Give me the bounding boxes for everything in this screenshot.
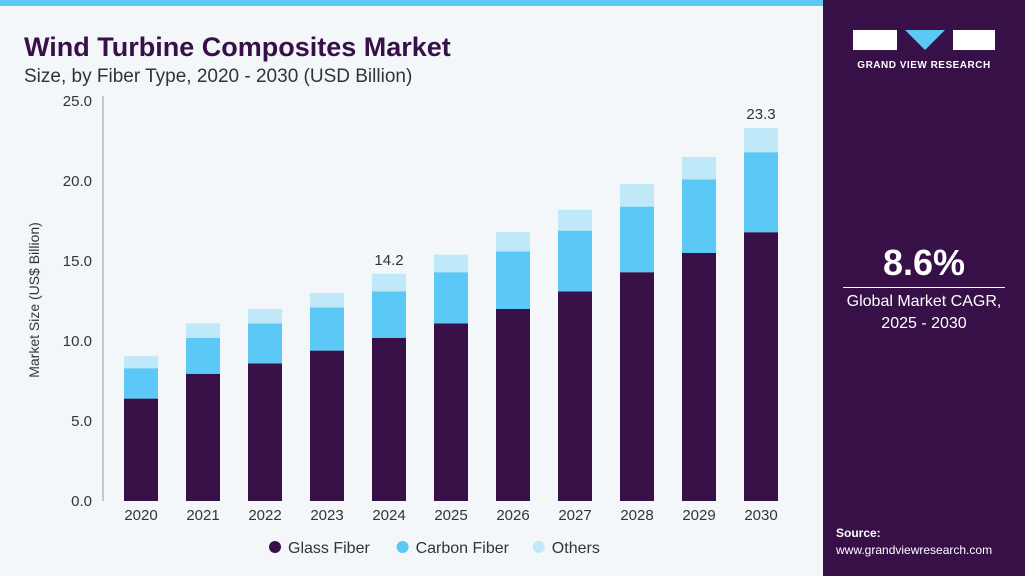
bar-glass-fiber-2029 [682,253,716,501]
brand-name: GRAND VIEW RESEARCH [857,60,991,71]
bar-carbon-fiber-2024 [372,291,406,338]
bar-carbon-fiber-2028 [620,206,654,273]
bar-carbon-fiber-2022 [248,323,282,364]
x-tick-label: 2023 [310,507,343,524]
x-tick-label: 2030 [744,507,777,524]
data-label: 14.2 [374,252,403,269]
bar-glass-fiber-2028 [620,272,654,501]
legend-marker [396,541,409,553]
bar-others-2026 [496,232,530,252]
x-tick-label: 2029 [682,507,715,524]
bar-glass-fiber-2027 [558,291,592,501]
bar-others-2023 [310,293,344,308]
y-tick-label: 15.0 [63,253,92,270]
legend-label: Others [552,540,600,557]
bar-glass-fiber-2030 [744,232,778,501]
bar-carbon-fiber-2021 [186,337,220,374]
bar-others-2027 [558,209,592,231]
bar-others-2028 [620,184,654,207]
x-tick-label: 2020 [124,507,157,524]
bar-others-2025 [434,254,468,273]
divider [843,287,1005,288]
bar-others-2029 [682,157,716,180]
bar-others-2022 [248,309,282,324]
bar-others-2024 [372,273,406,292]
y-tick-label: 5.0 [71,413,92,430]
bar-others-2021 [186,323,220,338]
cagr-period: 2025 - 2030 [881,315,967,332]
bar-carbon-fiber-2026 [496,251,530,309]
legend-label: Carbon Fiber [416,540,510,557]
cagr-value: 8.6% [882,242,966,283]
bar-others-2030 [744,128,778,153]
data-label: 23.3 [746,106,775,123]
y-tick-label: 0.0 [71,493,92,510]
bar-glass-fiber-2021 [186,373,220,501]
bar-glass-fiber-2025 [434,323,468,501]
bar-glass-fiber-2020 [124,398,158,501]
bar-carbon-fiber-2029 [682,179,716,253]
source-url[interactable]: www.grandviewresearch.com [836,543,993,557]
x-tick-label: 2021 [186,507,219,524]
x-tick-label: 2026 [496,507,529,524]
bar-carbon-fiber-2025 [434,272,468,324]
y-tick-label: 20.0 [63,173,92,190]
y-tick-label: 10.0 [63,333,92,350]
bar-glass-fiber-2022 [248,363,282,501]
cagr-label: Global Market CAGR, [846,293,1002,310]
bar-others-2020 [124,356,158,369]
source-label: Source: [836,526,881,540]
legend-marker [532,541,545,553]
bar-carbon-fiber-2030 [744,152,778,233]
x-tick-label: 2022 [248,507,281,524]
chart-title: Wind Turbine Composites Market [24,32,451,62]
legend-marker [269,541,281,553]
bar-carbon-fiber-2020 [124,368,158,399]
bar-glass-fiber-2024 [372,337,406,501]
chart-subtitle: Size, by Fiber Type, 2020 - 2030 (USD Bi… [24,66,413,87]
bar-carbon-fiber-2023 [310,307,344,351]
y-tick-label: 25.0 [63,93,92,110]
bar-chart: 0.0 5.0 10.0 15.0 20.0 25.0 Market Size (US$ B… [26,93,778,557]
x-tick-label: 2027 [558,507,591,524]
bar-carbon-fiber-2027 [558,230,592,292]
bar-glass-fiber-2023 [310,350,344,501]
x-tick-label: 2024 [372,507,405,524]
y-axis-label: Market Size (US$ Billion) [26,222,42,378]
bar-glass-fiber-2026 [496,309,530,501]
x-tick-label: 2028 [620,507,653,524]
legend-label: Glass Fiber [288,540,370,557]
sidebar: GRAND VIEW RESEARCH 8.6% Global Market C… [823,0,1025,576]
gvr-logo [853,30,995,50]
x-tick-label: 2025 [434,507,467,524]
